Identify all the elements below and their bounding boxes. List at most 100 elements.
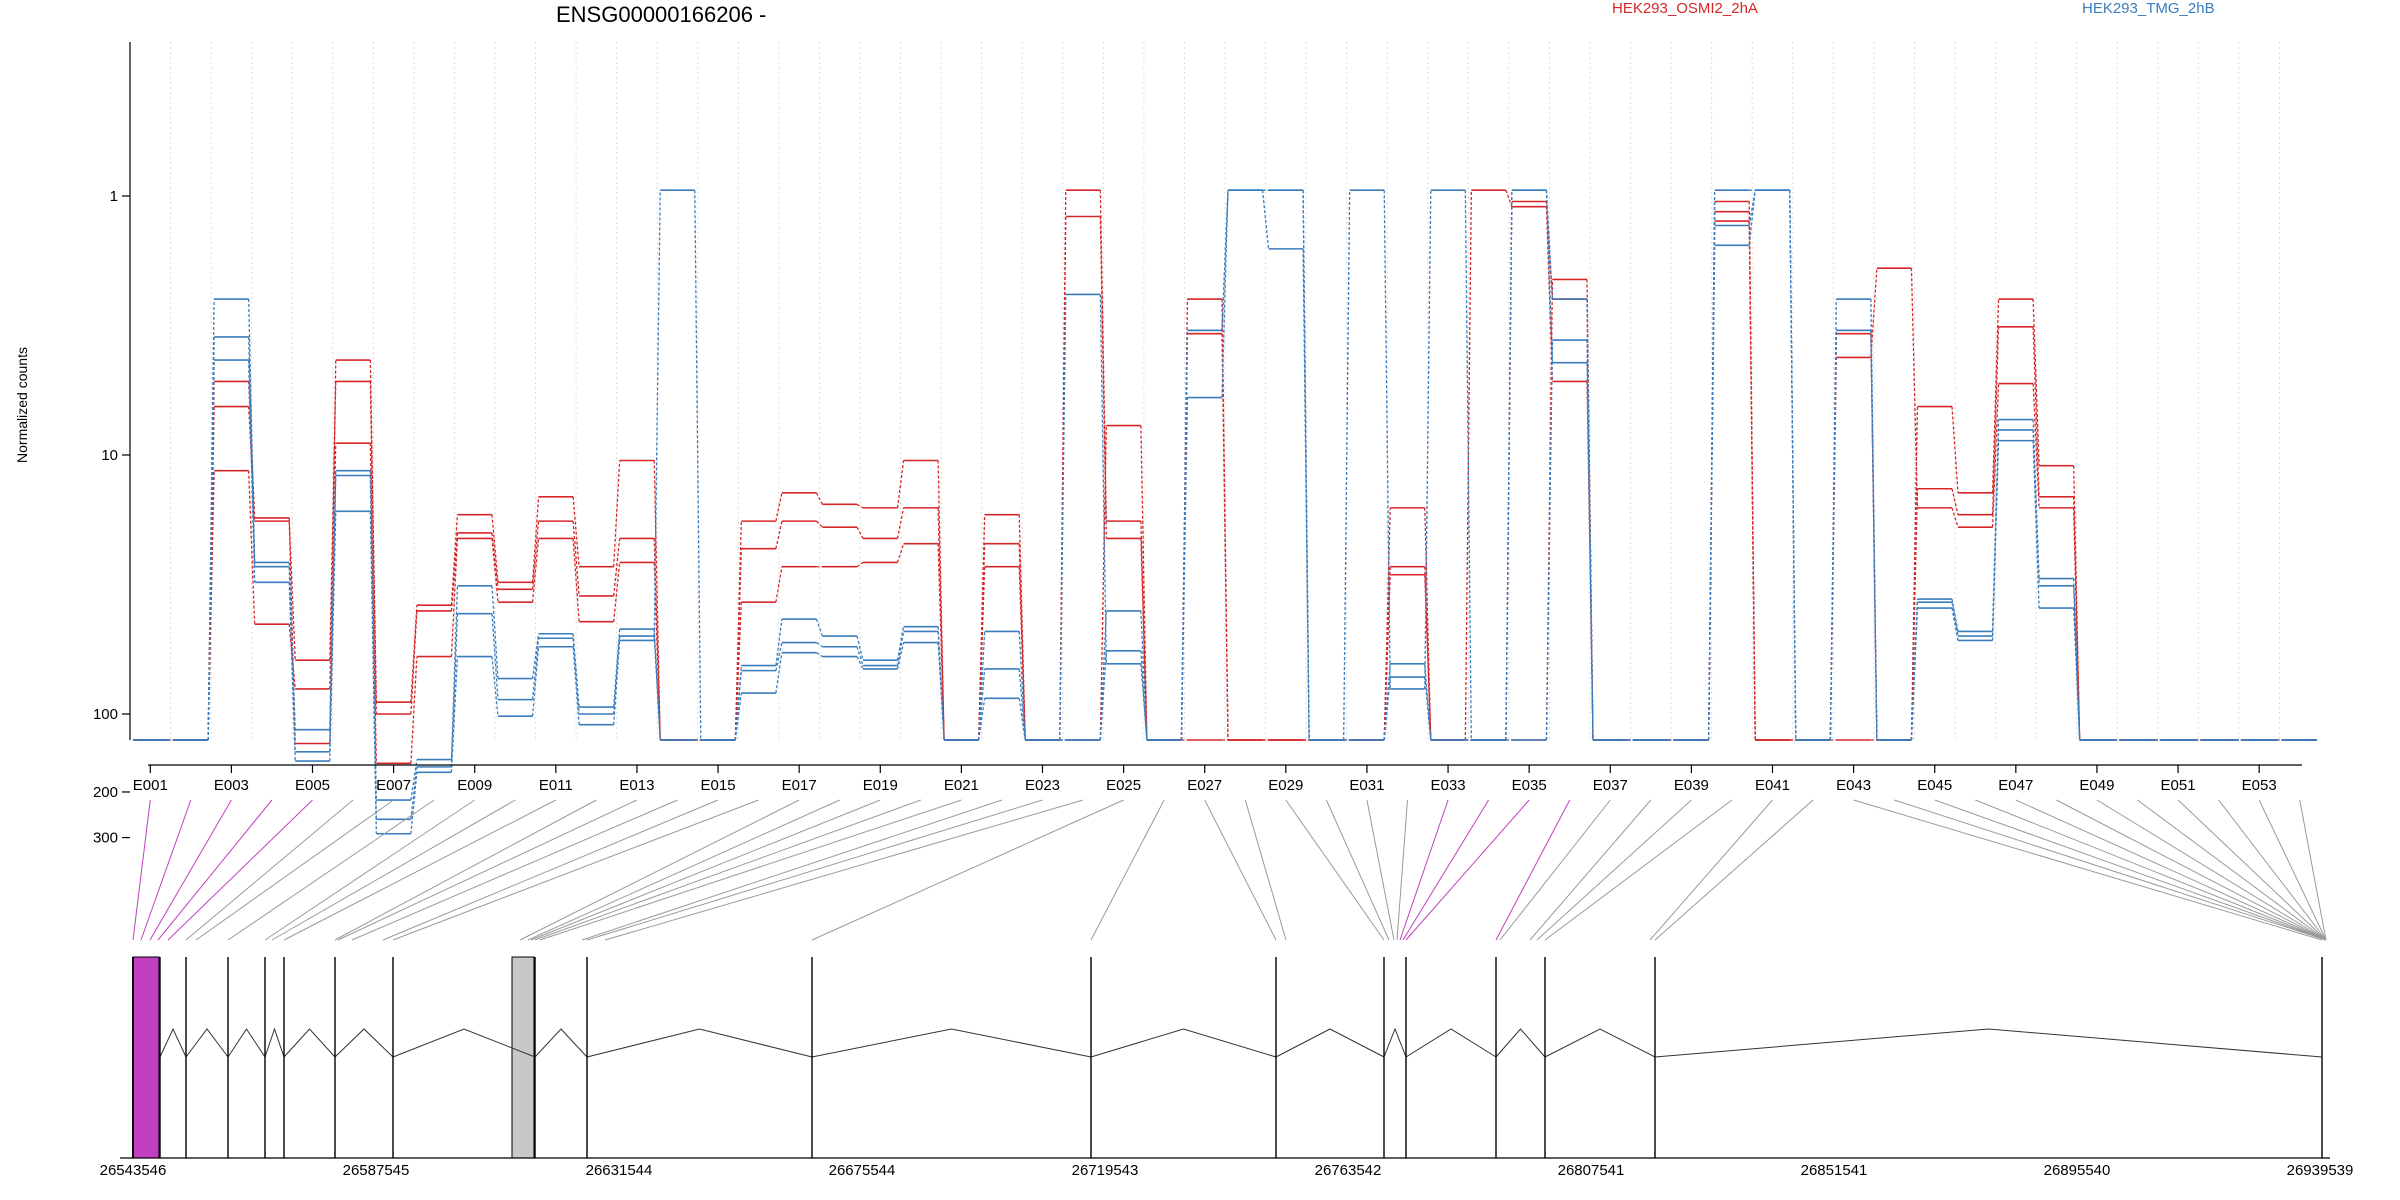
- genomic-tick-label: 26939539: [2287, 1162, 2354, 1179]
- mapping-line: [1894, 799, 2327, 941]
- series-connector: [1991, 419, 2000, 632]
- series-connector: [613, 460, 621, 567]
- x-tick-label: E009: [457, 777, 492, 794]
- x-tick-label: E005: [295, 777, 330, 794]
- series-connector: [815, 492, 824, 505]
- series-connector: [937, 507, 945, 741]
- x-tick-label: E051: [2161, 777, 2196, 794]
- mapping-line: [527, 799, 840, 941]
- series-connector: [1018, 566, 1026, 741]
- series-connector: [572, 496, 580, 567]
- series-connector: [1789, 190, 1797, 741]
- series-connector: [1383, 190, 1391, 689]
- series-connector: [1180, 330, 1189, 741]
- series-connector: [1708, 211, 1716, 741]
- series-connector: [572, 521, 580, 596]
- mapping-line: [2258, 799, 2327, 941]
- mapping-line: [1285, 799, 1385, 941]
- series-connector: [694, 190, 702, 741]
- x-tick-label: E017: [782, 777, 817, 794]
- series-connector: [1545, 190, 1554, 300]
- intron-line: [159, 1027, 187, 1058]
- series-connector: [572, 646, 580, 725]
- mapping-line: [530, 799, 881, 941]
- mapping-line: [586, 799, 1043, 941]
- mapping-line: [2299, 799, 2327, 941]
- series-connector: [1991, 383, 2000, 528]
- series-connector: [1748, 190, 1756, 226]
- series-connector: [1951, 602, 1959, 637]
- x-tick-label: E033: [1431, 777, 1466, 794]
- genomic-tick-label: 26807541: [1558, 1162, 1625, 1179]
- series-connector: [1059, 294, 1067, 741]
- mapping-line: [1649, 799, 1773, 941]
- series-connector: [734, 521, 742, 741]
- series-connector: [896, 543, 905, 563]
- series-connector: [450, 585, 459, 760]
- series-connector: [1424, 507, 1432, 741]
- mapping-line: [392, 799, 759, 941]
- x-tick-label: E003: [214, 777, 249, 794]
- series-connector: [1140, 663, 1148, 741]
- intron-line: [534, 1028, 588, 1058]
- series-connector: [572, 538, 580, 622]
- mapping-line: [1934, 799, 2327, 941]
- series-connector: [410, 766, 418, 820]
- series-connector: [288, 624, 296, 689]
- series-connector: [1505, 190, 1513, 741]
- mapping-line: [1495, 799, 1571, 941]
- y-tick-label: 300: [93, 830, 118, 847]
- series-connector: [1991, 326, 2000, 515]
- series-connector: [1383, 566, 1391, 741]
- series-connector: [450, 514, 459, 606]
- x-tick-label: E041: [1755, 777, 1790, 794]
- series-connector: [1018, 631, 1026, 741]
- series-connector: [896, 626, 905, 661]
- mapping-line: [382, 799, 719, 941]
- mapping-line: [2177, 799, 2327, 941]
- series-connector: [531, 633, 540, 679]
- series-connector: [653, 460, 661, 741]
- series-connector: [450, 613, 459, 767]
- series-connector: [491, 585, 499, 679]
- series-connector: [937, 460, 945, 741]
- mapping-line: [185, 799, 354, 941]
- mapping-line: [1396, 799, 1408, 941]
- x-tick-label: E027: [1187, 777, 1222, 794]
- x-tick-label: E045: [1917, 777, 1952, 794]
- x-tick-label: E019: [863, 777, 898, 794]
- mapping-line: [581, 799, 1003, 941]
- mapping-line: [1325, 799, 1390, 941]
- y-tick-label: 100: [93, 706, 118, 723]
- series-connector: [410, 656, 418, 764]
- series-connector: [1464, 190, 1472, 741]
- series-connector: [856, 656, 864, 670]
- x-tick-label: E023: [1025, 777, 1060, 794]
- mapping-line: [2015, 799, 2327, 941]
- series-connector: [329, 475, 337, 752]
- intron-line: [283, 1028, 336, 1058]
- x-tick-label: E029: [1268, 777, 1303, 794]
- mapping-line: [271, 799, 516, 941]
- intron-line: [1090, 1028, 1277, 1058]
- mapping-line: [1399, 799, 1449, 941]
- series-connector: [288, 517, 296, 744]
- mapping-line: [811, 799, 1124, 941]
- intron-line: [264, 1027, 285, 1058]
- series-connector: [1870, 299, 1878, 741]
- intron-line: [392, 1028, 536, 1058]
- series-connector: [248, 299, 256, 563]
- series-connector: [775, 520, 783, 549]
- x-tick-label: E021: [944, 777, 979, 794]
- exon-block-grey: [511, 956, 535, 1159]
- mapping-line: [539, 799, 962, 941]
- mapping-line: [1853, 799, 2323, 941]
- series-connector: [2032, 299, 2040, 466]
- series-connector: [288, 562, 296, 730]
- series-connector: [1951, 598, 1959, 632]
- series-connector: [572, 633, 580, 708]
- mapping-line: [1975, 799, 2327, 941]
- mapping-line: [283, 799, 557, 941]
- series-connector: [896, 460, 905, 508]
- series-connector: [856, 646, 864, 666]
